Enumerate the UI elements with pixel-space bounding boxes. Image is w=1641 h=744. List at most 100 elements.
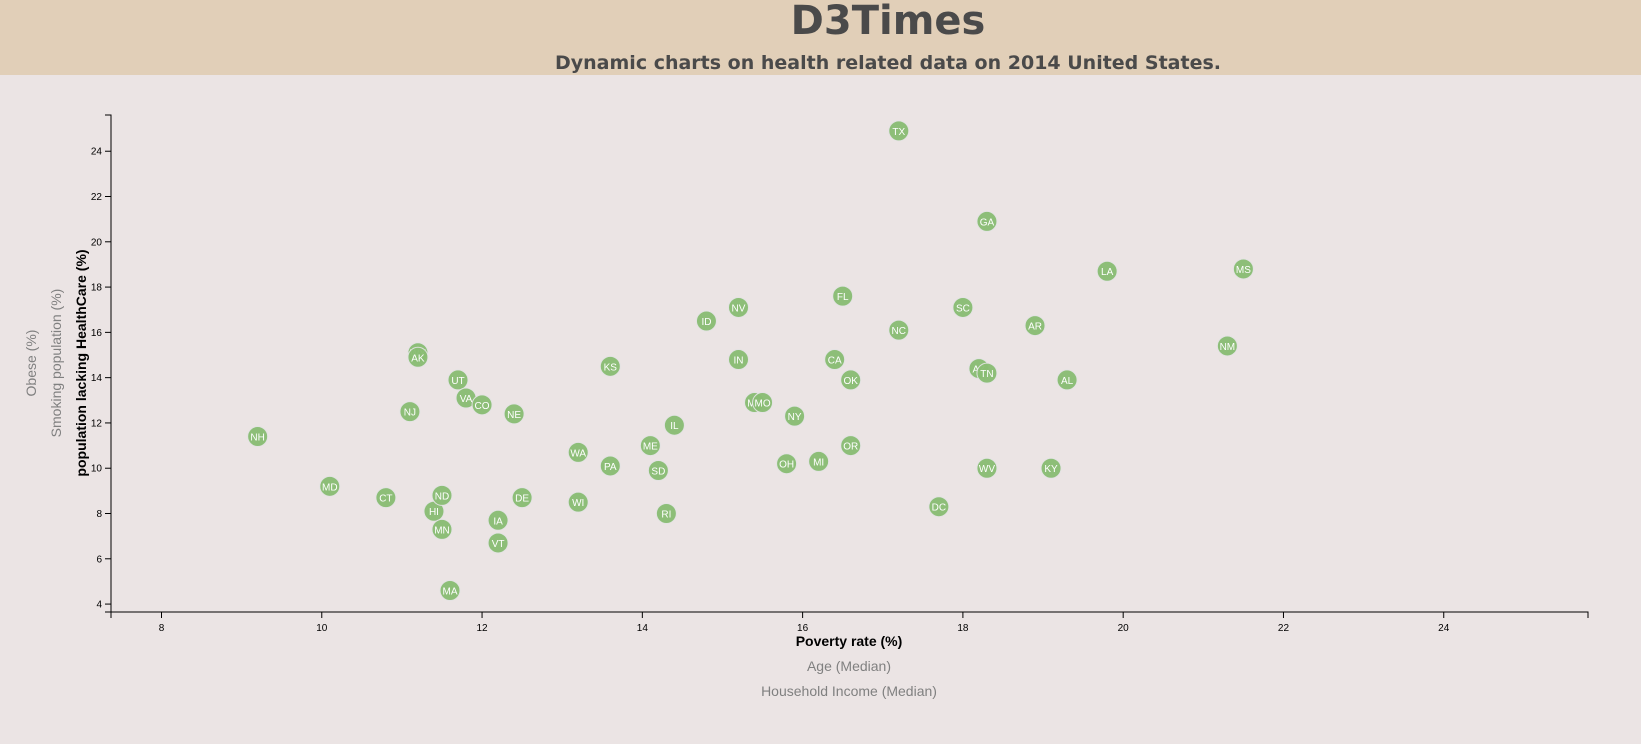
state-circle[interactable] <box>976 457 998 479</box>
state-circle[interactable] <box>840 435 862 457</box>
state-circle[interactable] <box>1056 369 1078 391</box>
state-point[interactable]: WV <box>976 457 998 479</box>
state-circle[interactable] <box>1096 260 1118 282</box>
state-circle[interactable] <box>888 120 910 142</box>
state-circle[interactable] <box>655 503 677 525</box>
state-point[interactable]: AK <box>407 346 429 368</box>
state-point[interactable]: GA <box>976 210 998 232</box>
state-point[interactable]: KS <box>599 355 621 377</box>
state-circle[interactable] <box>647 459 669 481</box>
state-point[interactable]: PA <box>599 455 621 477</box>
state-point[interactable]: IL <box>663 414 685 436</box>
state-circle[interactable] <box>695 310 717 332</box>
state-circle[interactable] <box>1024 315 1046 337</box>
state-point[interactable]: CA <box>824 349 846 371</box>
state-circle[interactable] <box>599 455 621 477</box>
x-axis-option[interactable]: Household Income (Median) <box>761 683 937 699</box>
state-circle[interactable] <box>1040 457 1062 479</box>
state-point[interactable]: NH <box>247 426 269 448</box>
x-axis-option[interactable]: Poverty rate (%) <box>796 633 903 649</box>
state-point[interactable]: CT <box>375 487 397 509</box>
state-circle[interactable] <box>431 484 453 506</box>
state-point[interactable]: MS <box>1232 258 1254 280</box>
state-circle[interactable] <box>784 405 806 427</box>
state-circle[interactable] <box>247 426 269 448</box>
state-circle[interactable] <box>1232 258 1254 280</box>
state-circle[interactable] <box>832 285 854 307</box>
state-point[interactable]: OR <box>840 435 862 457</box>
y-axis-option[interactable]: Obese (%) <box>23 330 39 397</box>
state-circle[interactable] <box>431 518 453 540</box>
state-circle[interactable] <box>407 346 429 368</box>
state-point[interactable]: MI <box>808 450 830 472</box>
state-point[interactable]: TX <box>888 120 910 142</box>
state-point[interactable]: IA <box>487 509 509 531</box>
state-circle[interactable] <box>840 369 862 391</box>
state-point[interactable]: OH <box>776 453 798 475</box>
state-point[interactable]: WI <box>567 491 589 513</box>
state-circle[interactable] <box>375 487 397 509</box>
state-point[interactable]: MO <box>752 392 774 414</box>
state-circle[interactable] <box>928 496 950 518</box>
state-point[interactable]: OK <box>840 369 862 391</box>
state-circle[interactable] <box>599 355 621 377</box>
state-circle[interactable] <box>511 487 533 509</box>
state-circle[interactable] <box>824 349 846 371</box>
state-point[interactable]: KY <box>1040 457 1062 479</box>
state-point[interactable]: IN <box>728 349 750 371</box>
state-circle[interactable] <box>976 362 998 384</box>
state-point[interactable]: AR <box>1024 315 1046 337</box>
state-circle[interactable] <box>952 296 974 318</box>
state-label: NJ <box>404 408 416 419</box>
state-circle[interactable] <box>447 369 469 391</box>
state-circle[interactable] <box>1216 335 1238 357</box>
state-circle[interactable] <box>439 579 461 601</box>
state-point[interactable]: RI <box>655 503 677 525</box>
state-circle[interactable] <box>728 349 750 371</box>
state-point[interactable]: FL <box>832 285 854 307</box>
state-point[interactable]: TN <box>976 362 998 384</box>
state-point[interactable]: MN <box>431 518 453 540</box>
state-circle[interactable] <box>976 210 998 232</box>
state-point[interactable]: UT <box>447 369 469 391</box>
state-circle[interactable] <box>888 319 910 341</box>
state-point[interactable]: SC <box>952 296 974 318</box>
state-point[interactable]: DC <box>928 496 950 518</box>
state-point[interactable]: CO <box>471 394 493 416</box>
state-circle[interactable] <box>487 532 509 554</box>
state-point[interactable]: NC <box>888 319 910 341</box>
state-circle[interactable] <box>399 401 421 423</box>
state-point[interactable]: AL <box>1056 369 1078 391</box>
state-point[interactable]: NJ <box>399 401 421 423</box>
state-circle[interactable] <box>752 392 774 414</box>
state-circle[interactable] <box>663 414 685 436</box>
state-circle[interactable] <box>808 450 830 472</box>
x-tick: 24 <box>1438 612 1450 634</box>
state-point[interactable]: LA <box>1096 260 1118 282</box>
state-circle[interactable] <box>639 435 661 457</box>
state-point[interactable]: ME <box>639 435 661 457</box>
state-circle[interactable] <box>728 296 750 318</box>
state-point[interactable]: SD <box>647 459 669 481</box>
state-circle[interactable] <box>319 475 341 497</box>
state-point[interactable]: NM <box>1216 335 1238 357</box>
state-point[interactable]: NE <box>503 403 525 425</box>
state-circle[interactable] <box>503 403 525 425</box>
y-axis-option[interactable]: population lacking HealthCare (%) <box>73 249 89 476</box>
y-axis-option[interactable]: Smoking population (%) <box>48 289 64 438</box>
state-point[interactable]: VT <box>487 532 509 554</box>
state-point[interactable]: ND <box>431 484 453 506</box>
state-point[interactable]: DE <box>511 487 533 509</box>
state-circle[interactable] <box>471 394 493 416</box>
state-point[interactable]: NY <box>784 405 806 427</box>
state-circle[interactable] <box>487 509 509 531</box>
state-point[interactable]: ID <box>695 310 717 332</box>
state-circle[interactable] <box>567 441 589 463</box>
state-point[interactable]: WA <box>567 441 589 463</box>
state-point[interactable]: MD <box>319 475 341 497</box>
state-point[interactable]: NV <box>728 296 750 318</box>
state-circle[interactable] <box>776 453 798 475</box>
state-point[interactable]: MA <box>439 579 461 601</box>
state-circle[interactable] <box>567 491 589 513</box>
x-axis-option[interactable]: Age (Median) <box>807 658 891 674</box>
